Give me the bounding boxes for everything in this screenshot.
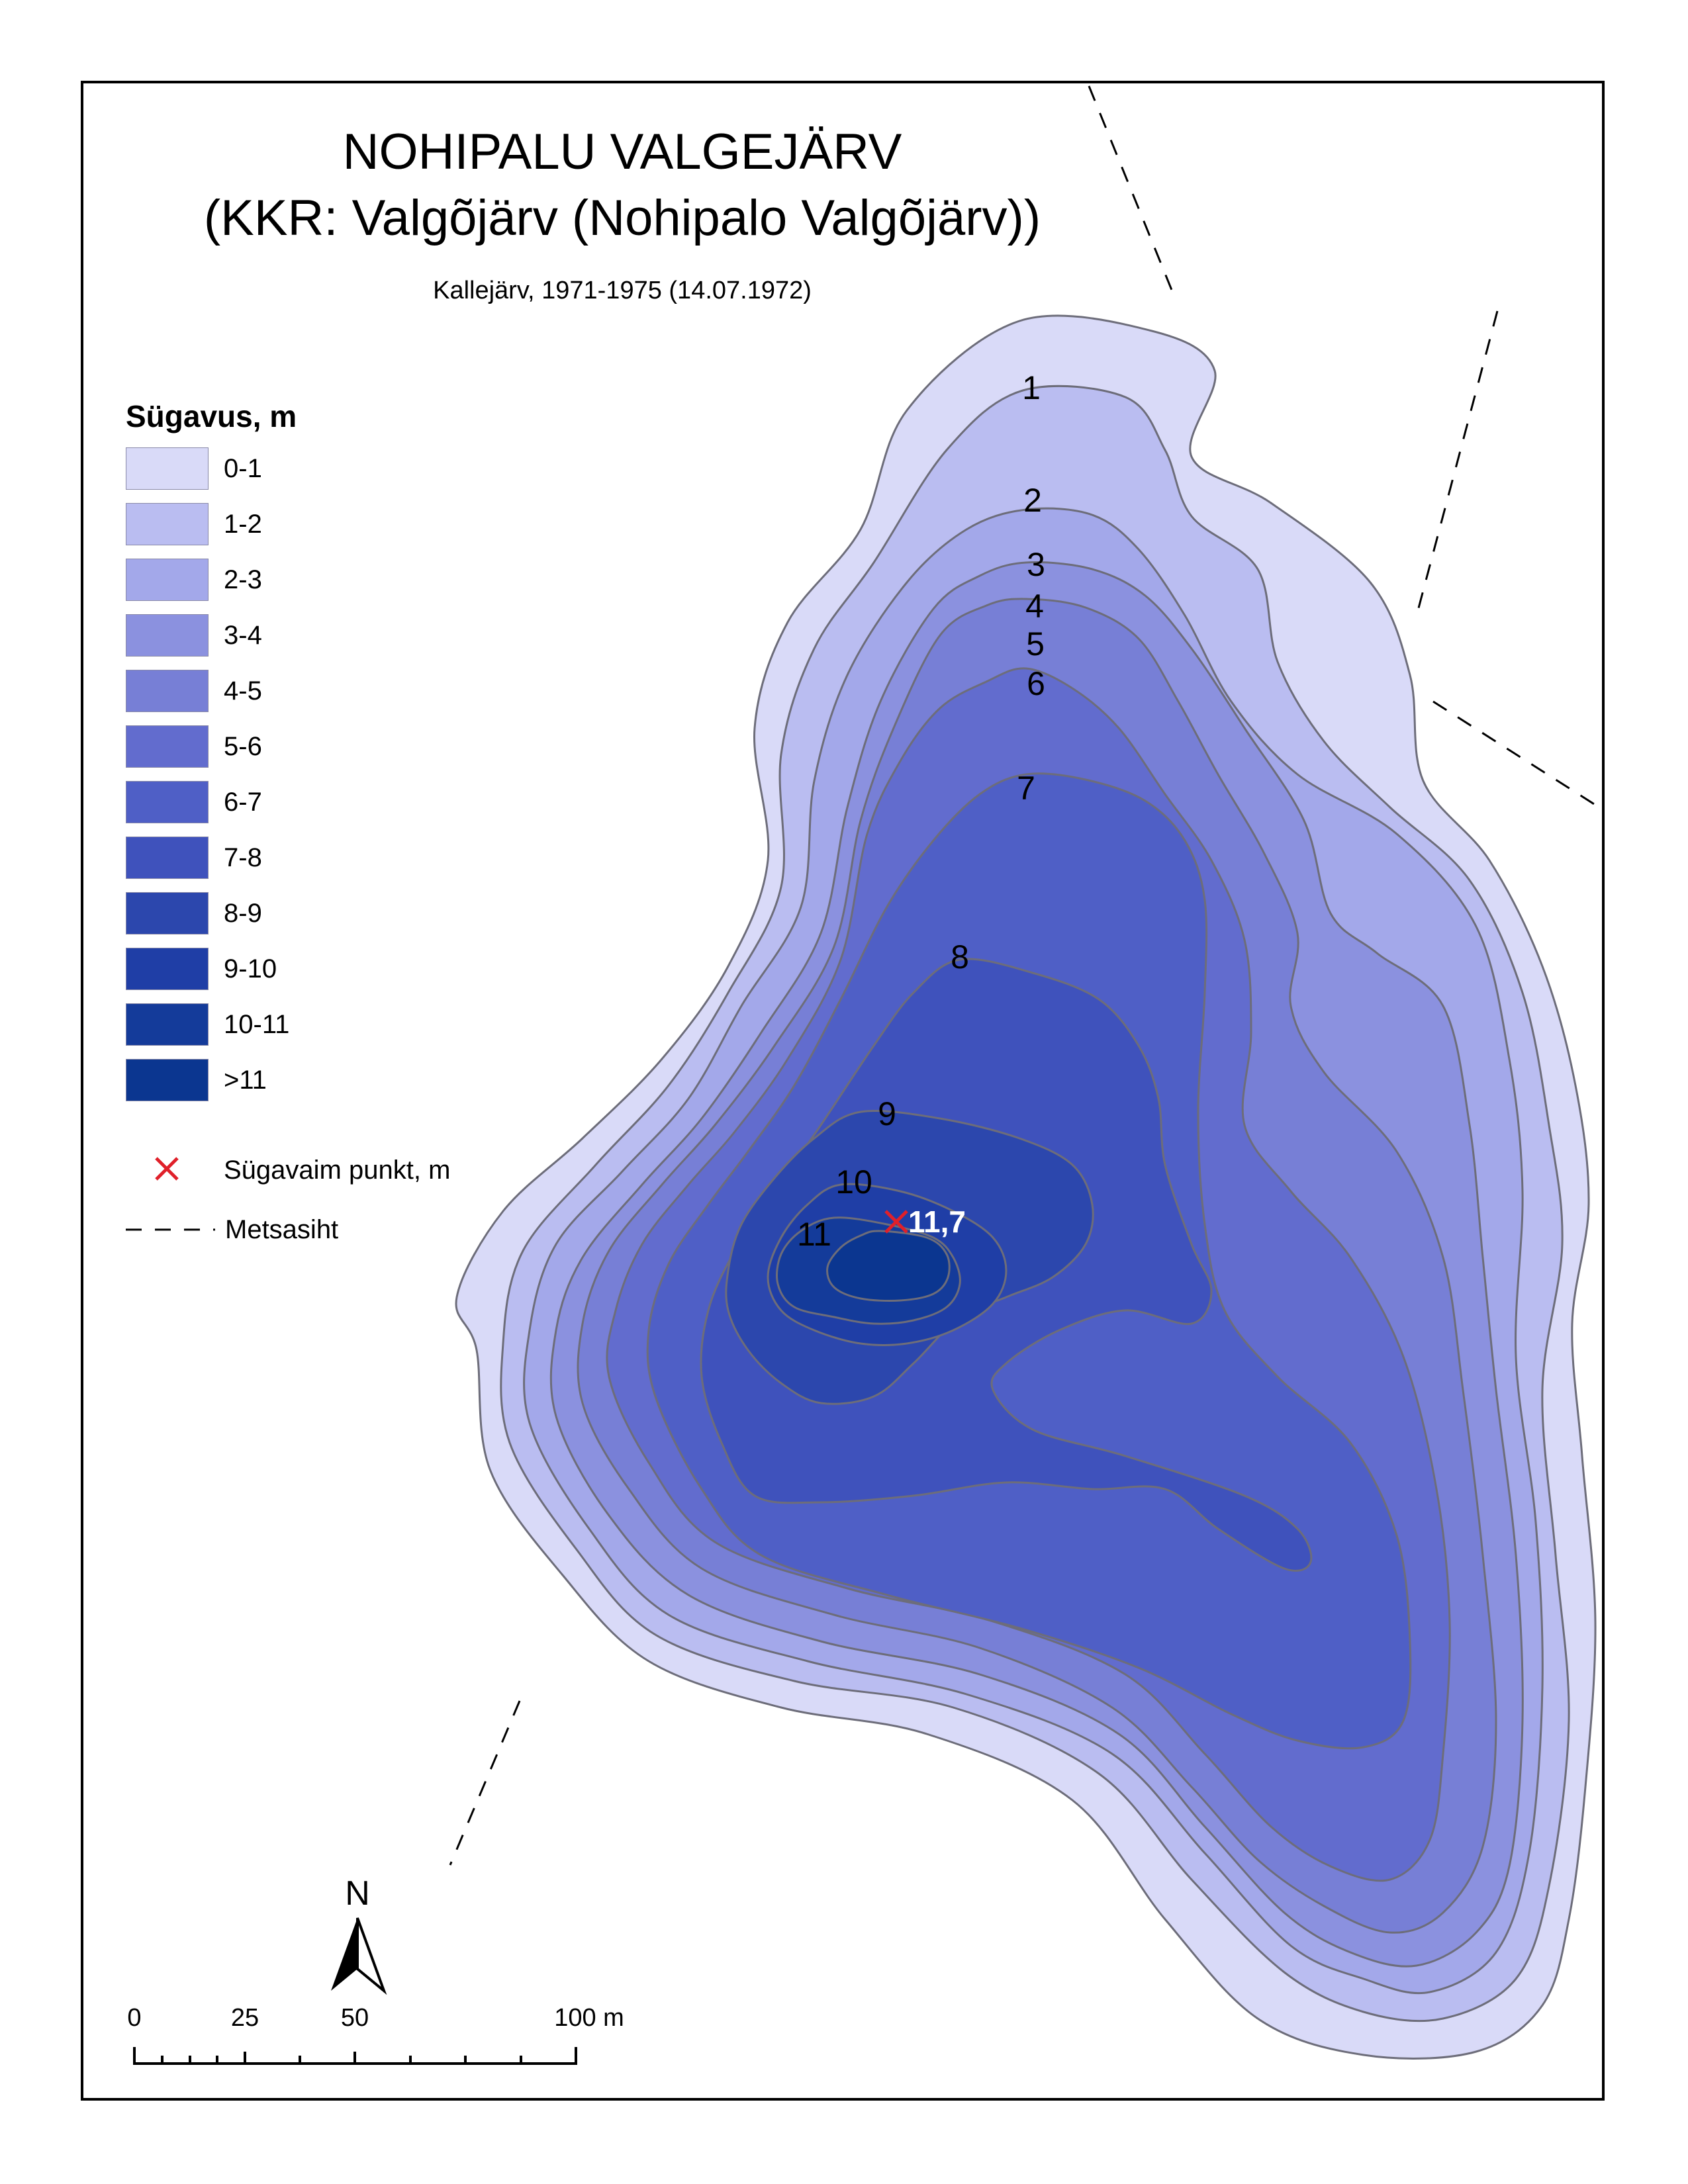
map-title: NOHIPALU VALGEJÄRV <box>342 124 902 180</box>
legend-label: 5-6 <box>224 732 262 761</box>
scale-label: 50 <box>340 2004 369 2032</box>
forest-line <box>1415 310 1499 616</box>
legend-label: 10-11 <box>224 1010 290 1039</box>
contour-label: 6 <box>1027 665 1045 702</box>
forest-line <box>1432 700 1600 809</box>
legend-label: 9-10 <box>224 954 277 983</box>
legend-swatch <box>126 725 209 768</box>
contour-label: 3 <box>1027 546 1045 583</box>
scale-label: 25 <box>230 2004 259 2032</box>
legend-label: 3-4 <box>224 621 262 650</box>
contour-label: 10 <box>835 1163 872 1201</box>
legend-deepest-point-label: Sügavaim punkt, m <box>224 1156 451 1185</box>
map-subtitle: Kallejärv, 1971-1975 (14.07.1972) <box>433 277 812 304</box>
legend-heading: Sügavus, m <box>126 399 297 433</box>
legend-swatch <box>126 948 209 990</box>
contour-label: 1 <box>1022 369 1041 406</box>
legend-swatch <box>126 447 209 490</box>
legend-swatch <box>126 1003 209 1046</box>
legend-label: 7-8 <box>224 843 262 872</box>
contour-label: 8 <box>951 938 969 976</box>
legend-swatch <box>126 503 209 545</box>
legend-label: 8-9 <box>224 899 262 928</box>
north-arrow-label: N <box>345 1874 370 1913</box>
contour-label: 4 <box>1025 588 1044 625</box>
depth-zone-over-11 <box>826 1230 951 1302</box>
legend-label: 4-5 <box>224 676 262 705</box>
legend-swatch <box>126 670 209 712</box>
contour-labels: 1 2 3 4 5 6 7 8 9 10 11 <box>797 369 1045 1253</box>
legend-label: 6-7 <box>224 788 262 817</box>
legend-forest-line-label: Metsasiht <box>225 1215 339 1244</box>
legend-swatch <box>126 837 209 879</box>
scale-label: 100 m <box>554 2004 624 2032</box>
contour-label: 2 <box>1023 482 1042 519</box>
legend-label: 2-3 <box>224 565 262 594</box>
legend-swatch <box>126 614 209 657</box>
legend-swatch <box>126 1059 209 1101</box>
scale-label: 0 <box>127 2004 142 2032</box>
deepest-point-marker: 11,7 <box>884 1205 966 1239</box>
contour-label: 11 <box>797 1216 831 1253</box>
contour-label: 9 <box>878 1095 896 1132</box>
legend-swatch <box>126 781 209 823</box>
map-title-secondary: (KKR: Valgõjärv (Nohipalo Valgõjärv)) <box>203 190 1041 246</box>
x-marker-icon <box>884 1210 908 1234</box>
legend-swatch <box>126 892 209 934</box>
forest-lines <box>449 85 1600 1866</box>
x-marker-icon <box>155 1157 179 1181</box>
map-frame <box>81 81 1605 2101</box>
forest-line <box>1088 85 1173 291</box>
scale-bar <box>133 2047 577 2065</box>
contour-label: 5 <box>1026 625 1045 662</box>
forest-line <box>449 1700 521 1866</box>
legend-label: 1-2 <box>224 510 262 539</box>
north-arrow-icon: N <box>331 1874 387 1995</box>
legend-label: 0-1 <box>224 454 262 483</box>
legend-swatch <box>126 559 209 601</box>
deepest-value-label: 11,7 <box>908 1205 966 1239</box>
dashed-line-icon <box>126 1228 215 1231</box>
legend-label: >11 <box>224 1066 267 1095</box>
depth-zones <box>455 314 1597 2060</box>
contour-label: 7 <box>1017 770 1035 807</box>
